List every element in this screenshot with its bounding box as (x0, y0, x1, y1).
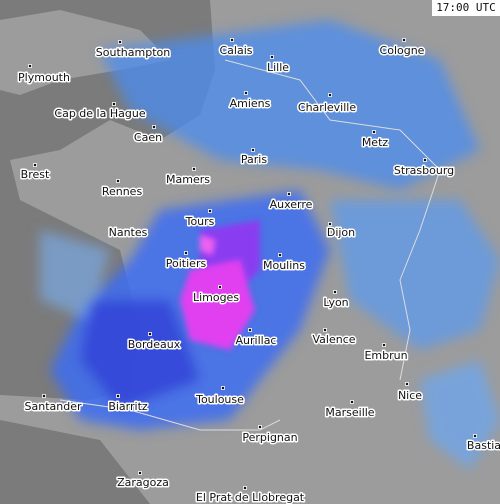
city-dot (323, 328, 327, 332)
city-label: Nice (398, 389, 422, 402)
city-label: Cap de la Hague (54, 107, 145, 120)
city-dot (287, 192, 291, 196)
city-dot (208, 209, 212, 213)
city-dot (221, 386, 225, 390)
time-box (432, 0, 500, 16)
city-label: Strasbourg (394, 164, 454, 177)
city-label: Valence (312, 333, 355, 346)
city-dot (138, 471, 142, 475)
city-dot (116, 394, 120, 398)
city-label: Embrun (364, 349, 407, 362)
radar-echoes (40, 20, 500, 470)
city-label: Aurillac (236, 334, 277, 347)
cities: Southampton Calais Cologne Plymouth Lille Ami… (17, 38, 500, 504)
city-dot (248, 328, 252, 332)
city-dot (118, 40, 122, 44)
time-label: 17:00 UTC (436, 1, 496, 14)
city-label: Calais (219, 44, 252, 57)
city-dot (152, 125, 156, 129)
borders (59, 59, 441, 431)
city-label: Paris (241, 153, 267, 166)
city-dot (278, 253, 282, 257)
city-dot (148, 332, 152, 336)
city-label: Plymouth (18, 71, 70, 84)
city-label: El Prat de Llobregat (196, 491, 305, 504)
city-label: Mamers (166, 173, 210, 186)
city-dot (270, 55, 274, 59)
city-label: Metz (362, 136, 389, 149)
city-label: Caen (134, 131, 162, 144)
city-dot (192, 167, 196, 171)
city-label: Bastia (467, 439, 500, 452)
city-label: Nantes (109, 226, 148, 239)
city-dot (473, 434, 477, 438)
city-label: Auxerre (270, 198, 313, 211)
city-dot (382, 343, 386, 347)
city-label: Perpignan (242, 431, 297, 444)
city-label: Moulins (263, 259, 305, 272)
city-label: Limoges (193, 291, 239, 304)
city-dot (423, 158, 427, 162)
city-dot (328, 93, 332, 97)
city-dot (230, 38, 234, 42)
city-label: Toulouse (195, 393, 244, 406)
city-label: Poitiers (166, 257, 207, 270)
city-dot (333, 290, 337, 294)
city-dot (258, 425, 262, 429)
city-dot (184, 251, 188, 255)
city-label: Santander (25, 400, 82, 413)
city-label: Lille (267, 61, 289, 74)
city-dot (110, 231, 114, 235)
city-label: Brest (21, 168, 50, 181)
city-dot (350, 400, 354, 404)
city-label: Zaragoza (117, 476, 169, 489)
city-label: Tours (185, 215, 215, 228)
city-dot (402, 38, 406, 42)
city-dot (328, 222, 332, 226)
city-dot (243, 486, 247, 490)
city-label: Southampton (96, 46, 170, 59)
city-dot (405, 382, 409, 386)
city-label: Dijon (327, 226, 355, 239)
city-label: Cologne (380, 44, 425, 57)
city-dot (372, 130, 376, 134)
city-label: Bordeaux (128, 338, 181, 351)
city-dot (112, 102, 116, 106)
city-label: Biarritz (108, 400, 148, 413)
city-dot (116, 179, 120, 183)
city-dot (28, 64, 32, 68)
heavy-echoes (180, 220, 260, 350)
city-label: Lyon (323, 296, 348, 309)
city-dot (42, 394, 46, 398)
city-label: Rennes (102, 185, 143, 198)
city-dot (244, 91, 248, 95)
city-dot (218, 285, 222, 289)
city-label: Marseille (325, 406, 374, 419)
city-dot (251, 148, 255, 152)
city-dot (33, 163, 37, 167)
city-label: Charleville (298, 101, 356, 114)
city-label: Amiens (230, 97, 271, 110)
